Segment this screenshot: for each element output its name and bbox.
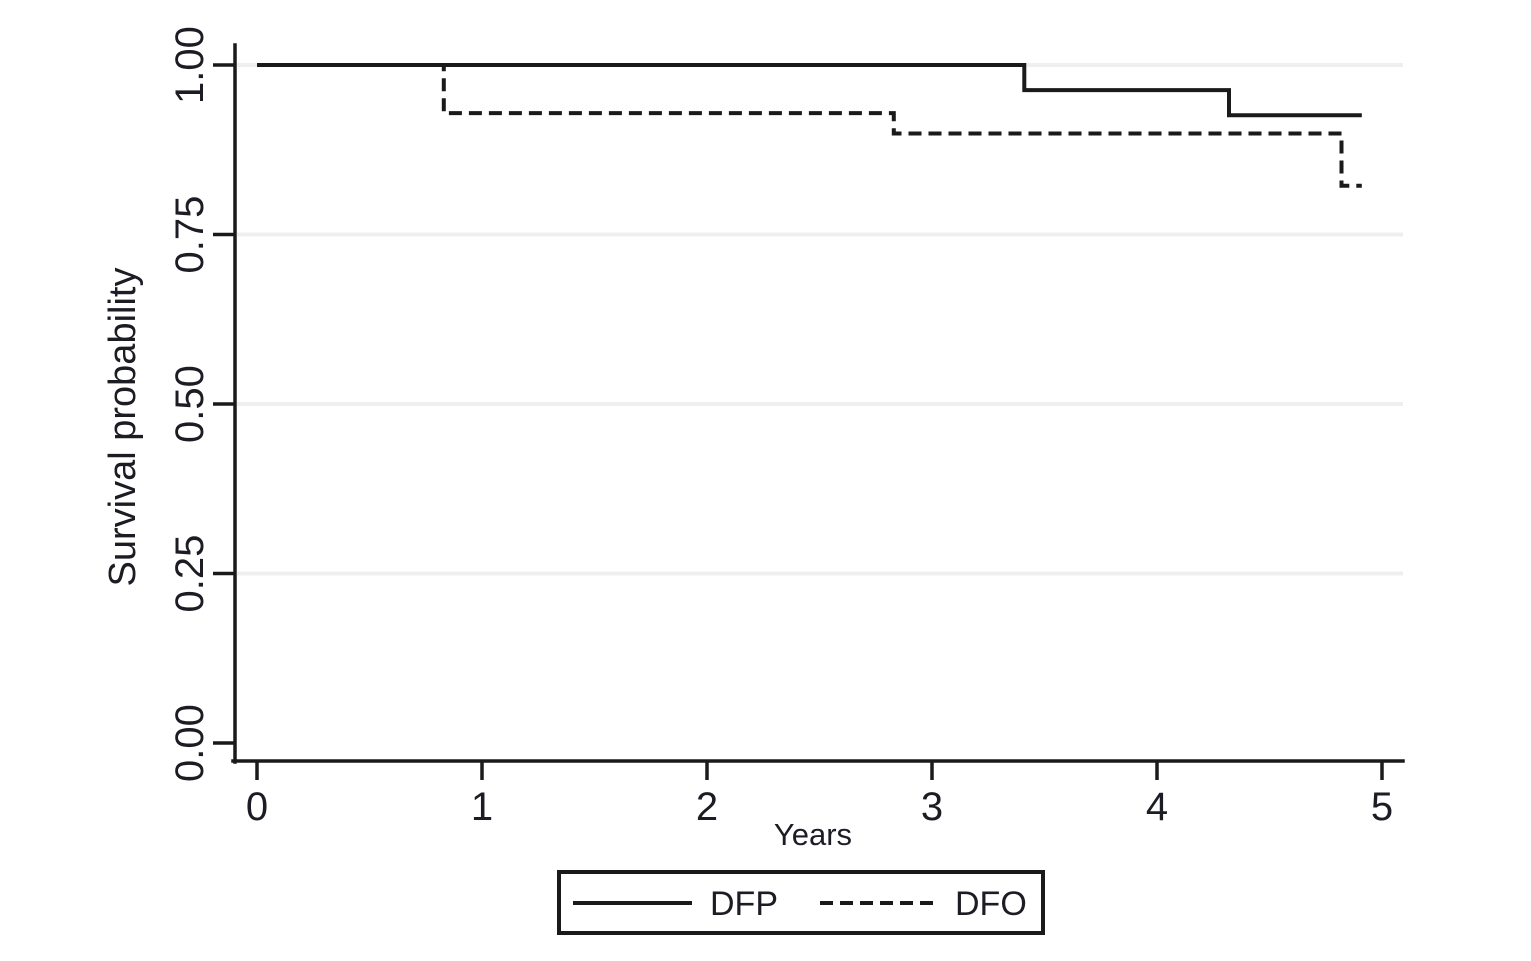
x-tick-label: 4: [1146, 785, 1168, 829]
y-tick-label: 0.50: [168, 365, 212, 443]
y-axis-title: Survival probability: [102, 268, 144, 587]
gridlines: [237, 63, 1403, 576]
legend-label-dfp: DFP: [710, 885, 778, 923]
x-tick-label: 0: [246, 785, 268, 829]
x-tick-label: 2: [696, 785, 718, 829]
y-tick-label: 0.75: [168, 196, 212, 274]
y-tick-label: 0.25: [168, 535, 212, 613]
y-tick-label: 1.00: [168, 26, 212, 104]
x-tick-label: 1: [471, 785, 493, 829]
series-line-dfp: [257, 63, 1362, 118]
legend-label-dfo: DFO: [955, 885, 1027, 923]
survival-curves: [257, 63, 1362, 188]
x-axis-ticks: 0 1 2 3 4 5: [246, 761, 1393, 829]
series-line-dfo: [257, 63, 1362, 188]
y-axis-ticks: 0.00 0.25 0.50 0.75 1.00: [168, 26, 236, 782]
legend: DFP DFO: [557, 870, 1045, 935]
y-tick-label: 0.00: [168, 704, 212, 782]
x-tick-label: 3: [921, 785, 943, 829]
x-axis-title: Years: [774, 817, 852, 852]
x-tick-label: 5: [1371, 785, 1393, 829]
